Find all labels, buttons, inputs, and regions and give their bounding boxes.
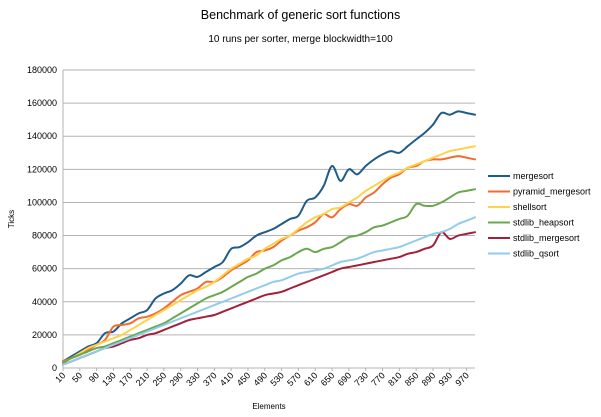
y-tick-label: 120000 bbox=[27, 164, 57, 174]
x-tick-label: 410 bbox=[218, 370, 236, 388]
x-tick-label: 610 bbox=[302, 370, 320, 388]
y-axis-label: Ticks bbox=[7, 210, 16, 228]
x-tick-label: 210 bbox=[134, 370, 152, 388]
x-axis-label: Elements bbox=[252, 402, 285, 411]
y-tick-label: 60000 bbox=[32, 264, 57, 274]
x-tick-label: 370 bbox=[201, 370, 219, 388]
legend-label-pyramid_mergesort: pyramid_mergesort bbox=[513, 187, 591, 197]
x-tick-label: 490 bbox=[252, 370, 270, 388]
x-tick-label: 650 bbox=[319, 370, 337, 388]
x-tick-label: 450 bbox=[235, 370, 253, 388]
x-tick-label: 130 bbox=[100, 370, 118, 388]
series-line-shellsort bbox=[62, 145, 476, 364]
series-line-stdlib_heapsort bbox=[62, 188, 476, 364]
x-tick-label: 90 bbox=[87, 370, 101, 384]
y-tick-label: 160000 bbox=[27, 98, 57, 108]
series-line-stdlib_mergesort bbox=[62, 231, 476, 366]
x-tick-label: 770 bbox=[369, 370, 387, 388]
x-tick-label: 930 bbox=[436, 370, 454, 388]
x-tick-label: 250 bbox=[151, 370, 169, 388]
x-tick-label: 530 bbox=[268, 370, 286, 388]
y-tick-label: 140000 bbox=[27, 131, 57, 141]
x-tick-labels: 10 50 90 130 170 210 250 290 330 370 410 450 490 530 5… bbox=[53, 368, 471, 388]
legend-label-shellsort: shellsort bbox=[513, 202, 547, 212]
legend-label-stdlib_qsort: stdlib_qsort bbox=[513, 249, 560, 259]
y-tick-label: 20000 bbox=[32, 330, 57, 340]
series-lines bbox=[62, 110, 476, 366]
x-tick-label: 330 bbox=[184, 370, 202, 388]
series-line-mergesort bbox=[62, 110, 476, 363]
x-tick-label: 290 bbox=[167, 370, 185, 388]
x-tick-label: 970 bbox=[453, 370, 471, 388]
legend-label-stdlib_mergesort: stdlib_mergesort bbox=[513, 233, 580, 243]
x-tick-label: 850 bbox=[403, 370, 421, 388]
x-tick-label: 170 bbox=[117, 370, 135, 388]
axes bbox=[62, 70, 475, 369]
x-tick-label: 730 bbox=[352, 370, 370, 388]
chart-subtitle: 10 runs per sorter, merge blockwidth=100 bbox=[208, 34, 393, 45]
chart-title: Benchmark of generic sort functions bbox=[200, 8, 401, 22]
grid-lines bbox=[63, 69, 475, 369]
y-tick-label: 180000 bbox=[27, 65, 57, 75]
y-tick-labels: 0 20000 40000 60000 80000 100000 120000 140000 1… bbox=[27, 65, 57, 373]
series-line-pyramid_mergesort bbox=[62, 155, 476, 363]
y-tick-label: 100000 bbox=[27, 197, 57, 207]
x-tick-label: 890 bbox=[420, 370, 438, 388]
y-tick-label: 80000 bbox=[32, 231, 57, 241]
x-tick-label: 570 bbox=[285, 370, 303, 388]
legend-label-mergesort: mergesort bbox=[513, 171, 554, 181]
x-tick-label: 50 bbox=[70, 370, 84, 384]
y-tick-label: 40000 bbox=[32, 297, 57, 307]
legend: mergesort pyramid_mergesort shellsort stdli… bbox=[488, 171, 591, 259]
legend-label-stdlib_heapsort: stdlib_heapsort bbox=[513, 218, 575, 228]
y-tick-label: 0 bbox=[52, 363, 57, 373]
x-tick-label: 810 bbox=[386, 370, 404, 388]
x-tick-label: 690 bbox=[336, 370, 354, 388]
series-line-stdlib_qsort bbox=[62, 216, 476, 366]
